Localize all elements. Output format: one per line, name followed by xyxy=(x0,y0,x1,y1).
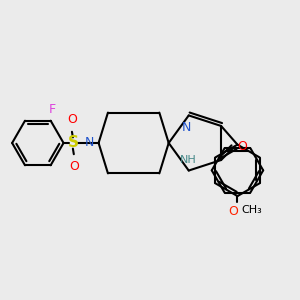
Text: N: N xyxy=(182,121,191,134)
Text: O: O xyxy=(237,140,247,153)
Text: F: F xyxy=(49,103,56,116)
Text: O: O xyxy=(67,113,77,126)
Text: N: N xyxy=(85,136,94,149)
Text: S: S xyxy=(68,136,78,151)
Text: O: O xyxy=(69,160,79,173)
Text: CH₃: CH₃ xyxy=(241,206,262,215)
Text: O: O xyxy=(229,206,238,218)
Text: NH: NH xyxy=(180,155,197,165)
